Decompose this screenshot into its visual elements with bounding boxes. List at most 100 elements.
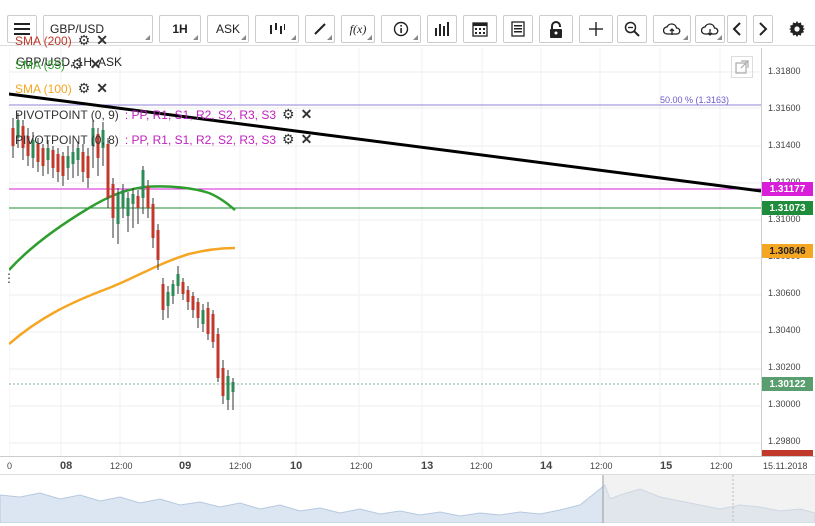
- candle-body: [206, 308, 210, 334]
- legend-name: PIVOTPOINT (0, 8): [15, 132, 119, 147]
- legend-levels: : PP, R1, S1, R2, S2, R3, S3: [124, 107, 277, 122]
- chevron-left-icon: [732, 22, 741, 36]
- legend-settings-icon[interactable]: ⚙: [71, 56, 84, 72]
- time-tick-label: 14: [540, 460, 553, 472]
- gridlines: [9, 48, 761, 456]
- popout-icon: [735, 60, 749, 74]
- candle-body: [81, 152, 85, 172]
- candle-body: [106, 144, 110, 198]
- indicators-button[interactable]: f(x): [341, 15, 375, 43]
- candle-body: [166, 292, 170, 306]
- zoom-icon: [624, 21, 640, 37]
- legend-close-icon[interactable]: ✕: [300, 131, 313, 147]
- toolbar: GBP/USD 1H ASK f(x): [0, 0, 815, 46]
- settings-button[interactable]: [785, 15, 809, 43]
- candle-body: [161, 284, 165, 310]
- price-marker: 1.31073: [762, 201, 813, 215]
- candle-body: [16, 120, 20, 138]
- info-button[interactable]: [381, 15, 421, 43]
- legend-close-icon[interactable]: ✕: [300, 106, 313, 122]
- candle-body: [51, 150, 55, 168]
- candles: [11, 113, 235, 410]
- fib-label: 50.00 % (1.3163): [660, 95, 729, 105]
- candle-body: [146, 186, 150, 208]
- candle-body: [21, 126, 25, 148]
- timeframe-select[interactable]: 1H: [159, 15, 201, 43]
- calendar-icon: [472, 22, 488, 37]
- time-tick-label: 12:00: [229, 461, 252, 471]
- legend-row: PIVOTPOINT (0, 8) : PP, R1, S1, R2, S2, R…: [15, 131, 312, 148]
- download-button[interactable]: [695, 15, 725, 43]
- time-axis[interactable]: 0 08 12:00 09 12:00 10 12:00 13 12:00 14 12:00 15 12…: [0, 456, 815, 475]
- price-marker: 1.31177: [762, 182, 813, 196]
- zoom-button[interactable]: [617, 15, 647, 43]
- price-type-select[interactable]: ASK: [207, 15, 249, 43]
- price-tick-label: 1.31400: [768, 140, 801, 150]
- candle-body: [71, 152, 75, 164]
- time-tick-label: 12:00: [470, 461, 493, 471]
- chart-area[interactable]: 50.00 % (1.3163) GBP/USD, 1H, ASK SMA (2…: [3, 32, 762, 494]
- price-marker: 1.30122: [762, 377, 813, 391]
- lock-icon: [550, 20, 562, 38]
- crosshair-icon: [589, 22, 603, 36]
- timeframe-label: 1H: [172, 22, 188, 36]
- time-tick-label: 12:00: [710, 461, 733, 471]
- candle-body: [136, 196, 140, 208]
- popout-button[interactable]: [731, 56, 753, 78]
- fx-icon: f(x): [349, 21, 367, 36]
- symbol-select[interactable]: GBP/USD: [43, 15, 153, 43]
- legend-settings-icon[interactable]: ⚙: [77, 32, 91, 48]
- legend-close-icon[interactable]: ✕: [96, 32, 108, 48]
- chart-header: GBP/USD, 1H, ASK: [16, 55, 123, 69]
- legend-row: SMA (55) ⚙ ✕: [15, 56, 101, 73]
- crosshair-button[interactable]: [579, 15, 613, 43]
- drag-handle-icon[interactable]: ⋮: [3, 271, 15, 285]
- sma-100-line: [9, 246, 236, 345]
- calendar-button[interactable]: [463, 15, 497, 43]
- legend-name: SMA (55): [15, 57, 66, 72]
- candle-body: [26, 136, 30, 156]
- scroll-left-button[interactable]: [727, 15, 747, 43]
- trend-line: [9, 92, 761, 193]
- time-tick-label: 12:00: [110, 461, 133, 471]
- candle-body: [116, 194, 120, 224]
- draw-tool-button[interactable]: [305, 15, 335, 43]
- scroll-right-button[interactable]: [753, 15, 773, 43]
- document-icon: [511, 21, 525, 37]
- price-tick-label: 1.30000: [768, 399, 801, 409]
- legend-close-icon[interactable]: ✕: [96, 80, 108, 96]
- candle-body: [111, 184, 115, 218]
- news-button[interactable]: [503, 15, 533, 43]
- legend-close-icon[interactable]: ✕: [89, 56, 102, 72]
- legend-row: SMA (200) ⚙ ✕: [15, 32, 108, 49]
- legend-name: SMA (100): [15, 81, 72, 96]
- candle-body: [66, 156, 70, 168]
- legend-levels: : PP, R1, S1, R2, S2, R3, S3: [124, 132, 277, 147]
- candle-body: [56, 154, 60, 172]
- candle-body: [221, 368, 225, 396]
- navigator[interactable]: [0, 474, 815, 524]
- candle-body: [191, 296, 195, 310]
- legend-row: SMA (100) ⚙ ✕: [15, 80, 108, 97]
- candle-body: [121, 190, 125, 208]
- volume-button[interactable]: [427, 15, 457, 43]
- candle-body: [216, 334, 220, 378]
- candle-body: [76, 148, 80, 160]
- navigator-chart: [0, 475, 815, 524]
- legend-settings-icon[interactable]: ⚙: [282, 131, 295, 147]
- candle-body: [196, 302, 200, 318]
- candle-body: [96, 134, 100, 158]
- upload-button[interactable]: [653, 15, 691, 43]
- menu-button[interactable]: [7, 15, 37, 43]
- time-tick-label: 15: [660, 460, 673, 472]
- legend-settings-icon[interactable]: ⚙: [282, 106, 295, 122]
- cloud-download-icon: [701, 23, 719, 36]
- price-axis[interactable]: 1.318001.316001.314001.312001.310001.308…: [762, 48, 815, 456]
- chart-type-button[interactable]: [255, 15, 299, 43]
- info-icon: [393, 21, 409, 37]
- lock-button[interactable]: [539, 15, 573, 43]
- legend-settings-icon[interactable]: ⚙: [77, 80, 91, 96]
- price-marker: 1.30846: [762, 244, 813, 258]
- time-tick-label: 08: [60, 460, 73, 472]
- price-tick-label: 1.30400: [768, 325, 801, 335]
